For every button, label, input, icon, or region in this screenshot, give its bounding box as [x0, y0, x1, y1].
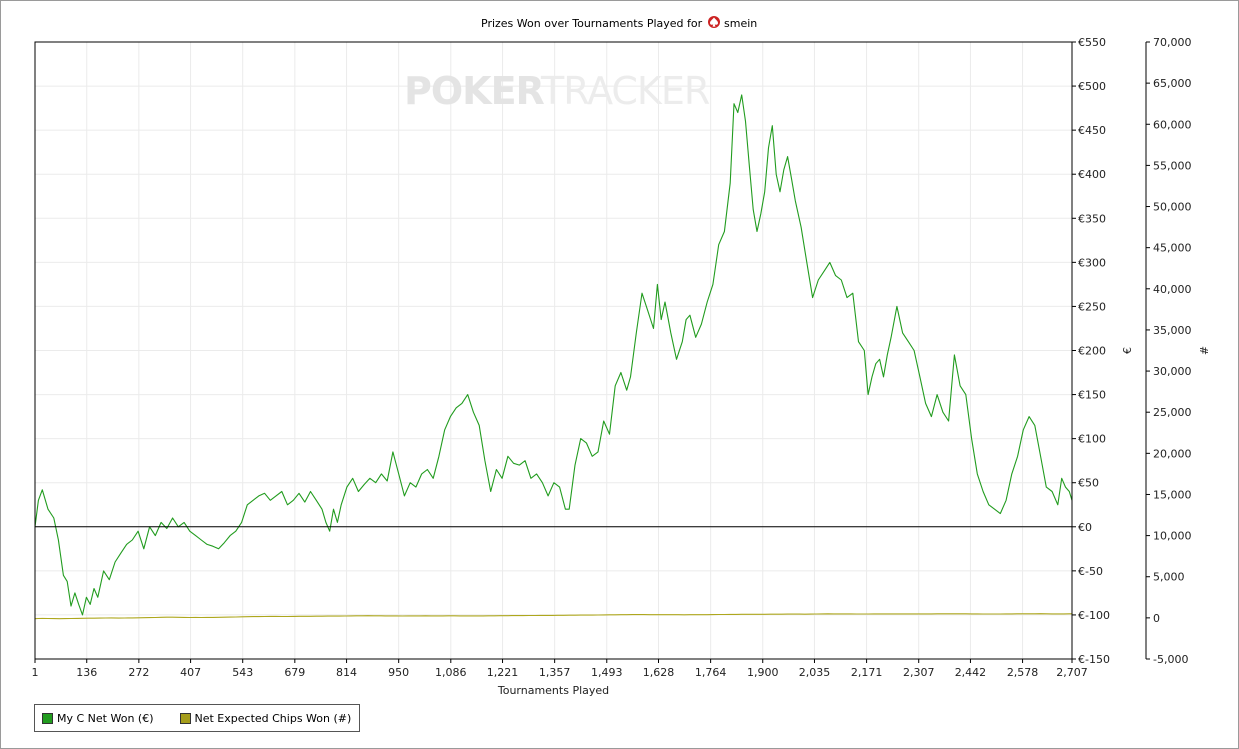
pokerstars-spade-icon	[708, 16, 720, 28]
grid-lines	[34, 41, 1073, 660]
yl-tick-label-12: €450	[1078, 124, 1106, 137]
yl-tick-label-4: €50	[1078, 477, 1099, 490]
x-tick-label-4: 543	[232, 666, 253, 679]
x-tick-label-6: 814	[336, 666, 357, 679]
yl-tick-label-1: €-100	[1078, 609, 1110, 622]
series-group	[34, 94, 1073, 620]
yr-tick-label-5: 20,000	[1153, 447, 1192, 460]
chart-title: Prizes Won over Tournaments Played for s…	[481, 16, 757, 30]
x-tick-label-17: 2,307	[903, 666, 935, 679]
chart-title-text: Prizes Won over Tournaments Played for	[481, 17, 703, 30]
legend-item-net-won[interactable]: My C Net Won (€)	[42, 712, 154, 725]
y-right-axis-label: #	[1198, 346, 1211, 355]
x-tick-label-15: 2,035	[799, 666, 831, 679]
yl-tick-label-5: €100	[1078, 433, 1106, 446]
yr-tick-label-2: 5,000	[1153, 571, 1185, 584]
x-tick-label-7: 950	[388, 666, 409, 679]
legend-swatch-net-won	[42, 712, 53, 724]
yl-tick-label-10: €350	[1078, 212, 1106, 225]
yr-tick-label-15: 70,000	[1153, 36, 1192, 49]
yr-tick-label-11: 50,000	[1153, 201, 1192, 214]
y-left-axis-label: €	[1121, 347, 1134, 354]
axes-group: 1 136 272 407 543 679 814 950 1,086 1,221 1,357 1,4…	[32, 36, 1212, 697]
yr-tick-label-12: 55,000	[1153, 159, 1192, 172]
x-tick-label-20: 2,707	[1056, 666, 1088, 679]
yr-tick-label-0: -5,000	[1153, 653, 1188, 666]
x-tick-label-18: 2,442	[955, 666, 987, 679]
legend-label-net-won: My C Net Won (€)	[57, 711, 154, 725]
legend-swatch-expected-chips	[179, 712, 191, 724]
chart-title-player: smein	[724, 17, 757, 30]
x-tick-label-10: 1,357	[539, 666, 571, 679]
watermark-part2: TRACKER	[540, 69, 710, 113]
yr-tick-label-1: 0	[1153, 612, 1160, 625]
x-tick-label-13: 1,764	[695, 666, 727, 679]
series-line-1	[34, 613, 1072, 620]
x-tick-label-16: 2,171	[851, 666, 883, 679]
yr-tick-label-4: 15,000	[1153, 488, 1192, 501]
x-tick-label-12: 1,628	[643, 666, 675, 679]
legend-label-expected-chips: Net Expected Chips Won (#)	[194, 711, 352, 725]
x-tick-label-8: 1,086	[435, 666, 467, 679]
legend-item-expected-chips[interactable]: Net Expected Chips Won (#)	[179, 711, 352, 725]
yl-tick-label-0: €-150	[1078, 653, 1110, 666]
yr-tick-label-13: 60,000	[1153, 118, 1192, 131]
yr-tick-label-8: 35,000	[1153, 324, 1192, 337]
yl-tick-label-13: €500	[1078, 80, 1106, 93]
x-tick-label-11: 1,493	[591, 666, 623, 679]
x-tick-label-14: 1,900	[747, 666, 779, 679]
yl-tick-label-9: €300	[1078, 256, 1106, 269]
yl-tick-label-11: €400	[1078, 168, 1106, 181]
series-line-0	[34, 94, 1073, 616]
x-tick-label-3: 407	[180, 666, 201, 679]
yr-tick-label-3: 10,000	[1153, 530, 1192, 543]
yr-tick-label-6: 25,000	[1153, 406, 1192, 419]
yr-tick-label-10: 45,000	[1153, 242, 1192, 255]
watermark-part1: POKER	[404, 69, 545, 113]
yl-tick-label-2: €-50	[1078, 565, 1103, 578]
x-tick-label-19: 2,578	[1007, 666, 1039, 679]
yr-tick-label-7: 30,000	[1153, 365, 1192, 378]
yl-tick-label-14: €550	[1078, 36, 1106, 49]
x-tick-label-9: 1,221	[487, 666, 519, 679]
x-tick-label-1: 136	[76, 666, 97, 679]
yr-tick-label-14: 65,000	[1153, 77, 1192, 90]
x-tick-label-0: 1	[32, 666, 39, 679]
yl-tick-label-6: €150	[1078, 389, 1106, 402]
x-tick-label-2: 272	[128, 666, 149, 679]
x-axis-label: Tournaments Played	[497, 684, 609, 697]
pokertracker-watermark: POKER TRACKER	[404, 69, 711, 113]
yl-tick-label-8: €250	[1078, 300, 1106, 313]
legend: My C Net Won (€) Net Expected Chips Won …	[34, 704, 361, 732]
yl-tick-label-7: €200	[1078, 345, 1106, 358]
yr-tick-label-9: 40,000	[1153, 283, 1192, 296]
x-tick-label-5: 679	[284, 666, 305, 679]
yl-tick-label-3: €0	[1078, 521, 1092, 534]
